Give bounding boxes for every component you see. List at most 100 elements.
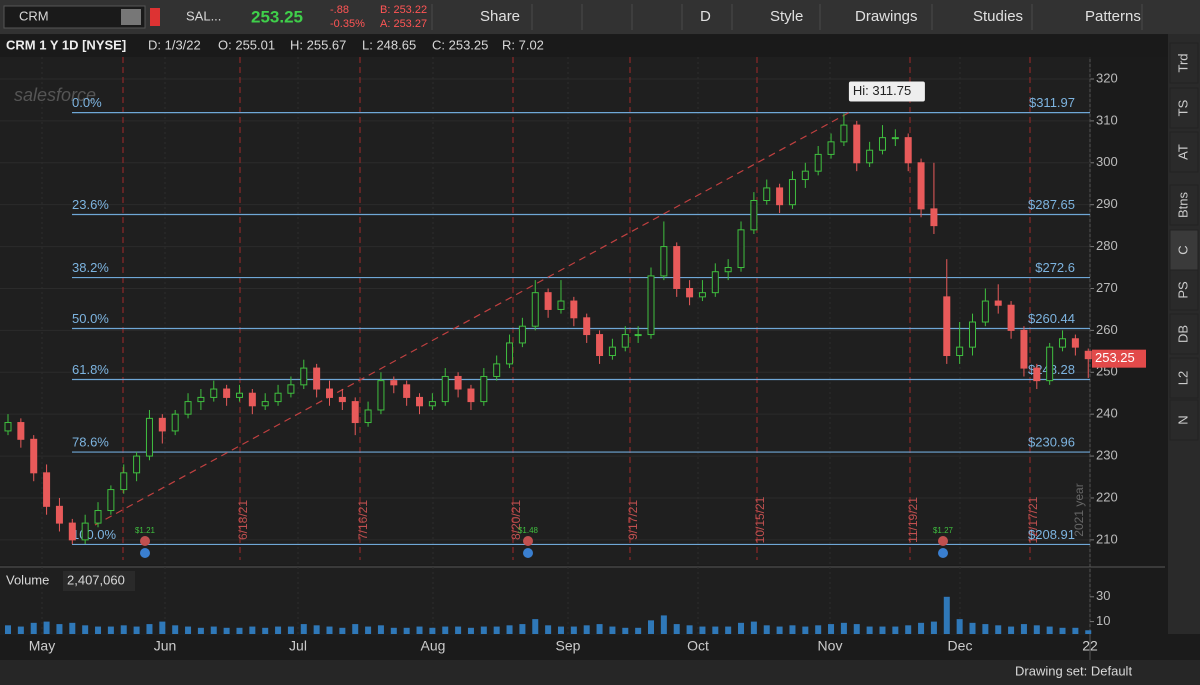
volume-bar <box>995 625 1002 634</box>
volume-title: Volume <box>6 572 49 587</box>
event-label: 10/15/21 <box>753 496 767 543</box>
sidebar-tab-label[interactable]: N <box>1175 415 1190 424</box>
volume-bar <box>635 627 642 634</box>
volume-bar <box>956 619 963 634</box>
header-date: D: 1/3/22 <box>148 37 201 52</box>
candle-body <box>570 300 578 319</box>
candle-body <box>107 489 115 512</box>
fib-level: 0.0% <box>72 95 102 110</box>
volume-bar <box>197 627 204 634</box>
candle-body <box>351 401 359 424</box>
candle-body <box>673 246 681 289</box>
symbol[interactable]: CRM <box>19 8 49 23</box>
candle-body <box>621 334 629 348</box>
volume-bar <box>1046 626 1053 634</box>
sidebar-tab-label[interactable]: C <box>1175 245 1190 254</box>
candle-body <box>184 401 192 415</box>
volume-bar <box>840 622 847 634</box>
sidebar-tab-label[interactable]: Btns <box>1175 191 1190 218</box>
earnings-icon <box>523 548 533 558</box>
earnings-icon <box>140 548 150 558</box>
fib-price: $230.96 <box>1028 434 1075 449</box>
volume-bar <box>969 622 976 634</box>
dividend-label: $1.21 <box>135 526 156 535</box>
candle-body <box>956 346 964 357</box>
volume-bar <box>69 622 76 634</box>
watermark: salesforce <box>14 85 96 105</box>
candle-body <box>788 179 796 206</box>
volume-bar <box>1059 627 1066 634</box>
toolbar-button[interactable]: Studies <box>973 8 1023 25</box>
sidebar-tab[interactable] <box>1169 87 1199 129</box>
volume-bar <box>223 627 230 634</box>
sidebar-tab-label[interactable]: TS <box>1175 99 1190 116</box>
year-label: 2021 year <box>1072 483 1086 536</box>
volume-value: 2,407,060 <box>67 572 125 587</box>
volume-bar <box>1033 625 1040 634</box>
dividend-icon <box>523 536 533 546</box>
event-label: 9/17/21 <box>626 500 640 540</box>
symbol-box[interactable] <box>3 5 146 29</box>
toolbar-button[interactable]: Patterns <box>1085 8 1141 25</box>
sidebar-tab[interactable] <box>1169 184 1199 226</box>
sidebar-tab[interactable] <box>1169 269 1199 311</box>
sidebar-tab-label[interactable]: AT <box>1175 144 1190 160</box>
y-tick-label: 240 <box>1096 406 1118 421</box>
candle-body <box>120 472 128 491</box>
volume-bar <box>172 625 179 634</box>
toolbar-button[interactable]: Style <box>770 8 803 25</box>
earnings-icon <box>938 548 948 558</box>
volume-bar <box>750 621 757 634</box>
volume-bar <box>609 626 616 634</box>
volume-bar <box>365 626 372 634</box>
volume-bar <box>506 625 513 634</box>
dividend-label: $1.27 <box>933 526 954 535</box>
volume-bar <box>352 624 359 634</box>
candle-body <box>364 409 372 424</box>
toolbar-button[interactable]: Drawings <box>855 8 918 25</box>
sidebar-tab-label[interactable]: L2 <box>1175 371 1190 385</box>
toolbar-button[interactable]: D <box>700 8 711 25</box>
ask: A: 253.27 <box>380 18 427 30</box>
sidebar-tab[interactable] <box>1169 313 1199 355</box>
candle-body <box>261 401 269 407</box>
fib-price: $260.44 <box>1028 311 1075 326</box>
candle-body <box>441 375 449 403</box>
candle-body <box>197 396 205 403</box>
sidebar-tab[interactable] <box>1169 229 1199 271</box>
candle-body <box>55 505 63 524</box>
candle-body <box>1084 350 1092 360</box>
sidebar-tab[interactable] <box>1169 399 1199 441</box>
volume-bar <box>43 621 50 634</box>
volume-bar <box>403 627 410 634</box>
volume-bar <box>673 624 680 634</box>
bid: B: 253.22 <box>380 4 427 16</box>
sidebar-tab[interactable] <box>1169 42 1199 84</box>
candle-body <box>235 392 243 398</box>
volume-bar <box>107 626 114 634</box>
company: SAL... <box>186 8 221 23</box>
sidebar-tab-label[interactable]: DB <box>1175 325 1190 343</box>
y-tick-label: 300 <box>1096 154 1118 169</box>
drawing-set[interactable]: Drawing set: Default <box>1015 663 1132 678</box>
volume-bar <box>866 626 873 634</box>
candle-body <box>326 388 333 398</box>
y-tick-label: 210 <box>1096 531 1118 546</box>
candle-body <box>158 417 166 432</box>
volume-bar <box>853 624 860 634</box>
chart-title: CRM 1 Y 1D [NYSE] <box>6 37 126 52</box>
sidebar-tab[interactable] <box>1169 357 1199 399</box>
pane-divider <box>0 566 1165 568</box>
sidebar-tab-label[interactable]: Trd <box>1175 53 1190 72</box>
volume-bar <box>120 625 127 634</box>
month-label: Dec <box>948 638 973 654</box>
sidebar-tab[interactable] <box>1169 131 1199 173</box>
y-tick-label: 320 <box>1096 70 1118 85</box>
volume-tick-label: 10 <box>1096 613 1110 628</box>
toolbar-button[interactable]: Share <box>480 8 520 25</box>
candle-body <box>686 287 694 298</box>
volume-bar <box>133 626 140 634</box>
symbol-dropdown[interactable] <box>121 9 141 25</box>
sidebar-tab-label[interactable]: PS <box>1175 281 1190 299</box>
